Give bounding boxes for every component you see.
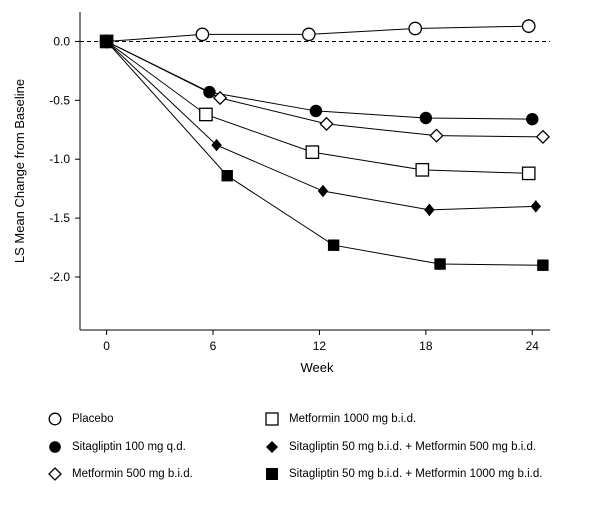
data-point — [530, 200, 542, 213]
data-point — [195, 27, 210, 42]
data-point — [408, 21, 423, 36]
data-point — [415, 162, 430, 177]
data-point — [537, 259, 549, 271]
data-point — [221, 170, 233, 182]
y-tick-label: -1.0 — [49, 152, 70, 166]
data-point — [203, 85, 216, 99]
data-point — [434, 258, 446, 270]
data-point — [327, 239, 340, 251]
data-point — [301, 27, 316, 42]
y-tick-label: 0.0 — [53, 34, 70, 48]
series-line — [106, 25, 529, 42]
data-point — [317, 184, 329, 198]
y-tick-label: -0.5 — [49, 93, 70, 107]
data-point — [535, 129, 551, 144]
x-axis-label: Week — [301, 360, 334, 375]
data-point — [429, 128, 444, 143]
data-point — [100, 35, 113, 48]
data-point — [526, 112, 539, 126]
data-point — [319, 116, 334, 132]
data-point — [212, 90, 228, 106]
x-tick-label: 18 — [419, 339, 433, 353]
x-tick-label: 12 — [313, 339, 327, 353]
data-point — [199, 107, 213, 122]
series-line — [106, 41, 543, 266]
plot-area: 0.0 -0.5 -1.0 -1.5 -2.0 0 6 12 18 24 Week LS Mean C… — [12, 12, 551, 375]
y-tick-label: -1.5 — [49, 211, 70, 225]
y-axis-label: LS Mean Change from Baseline — [12, 79, 27, 263]
x-tick-label: 6 — [210, 339, 217, 353]
data-point — [521, 19, 536, 33]
y-tick-label: -2.0 — [49, 270, 70, 284]
data-point — [424, 203, 435, 217]
data-point — [419, 111, 433, 125]
data-point — [521, 166, 536, 181]
x-tick-label: 24 — [526, 339, 540, 353]
x-tick-label: 0 — [103, 339, 110, 353]
data-point — [211, 138, 222, 152]
data-point — [309, 104, 323, 118]
data-point — [305, 145, 320, 160]
